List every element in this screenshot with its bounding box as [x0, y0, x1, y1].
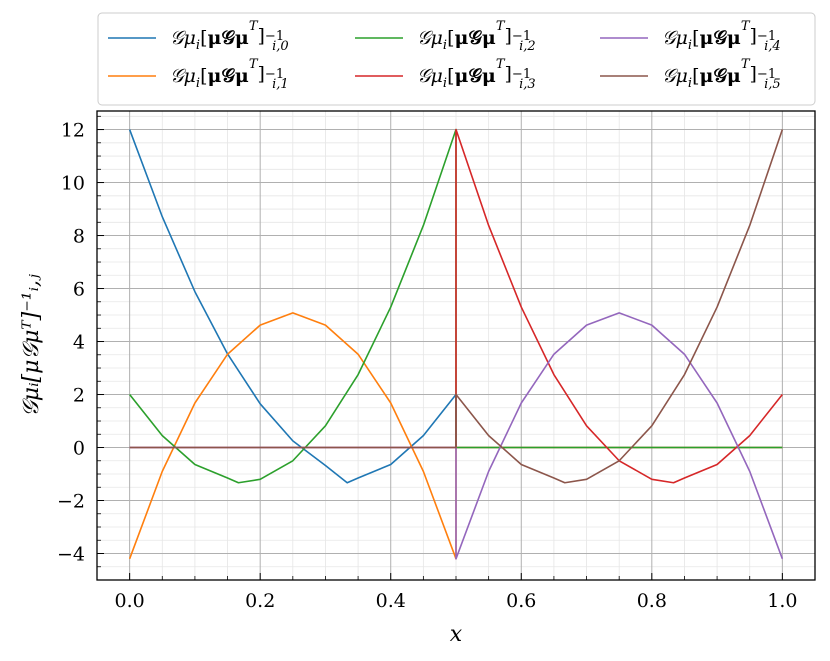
legend-label-part: i — [196, 38, 200, 53]
legend-label-part: ] — [750, 25, 757, 47]
legend-label-part: −1 — [757, 67, 776, 82]
legend-label-part: μ𝒢μ — [207, 65, 248, 87]
legend-label-part: 𝒢μ — [662, 27, 688, 49]
x-tick-label: 1.0 — [767, 590, 797, 612]
legend-label-part: i,4 — [764, 39, 781, 54]
legend-label-part: i — [688, 38, 692, 53]
legend-label-part: 𝒢μ — [662, 65, 688, 87]
legend-label-part: 𝒢μ — [417, 27, 443, 49]
legend-label-part: [ — [692, 65, 699, 87]
legend-label-part: T — [249, 19, 259, 34]
x-tick-label: 0.6 — [506, 590, 536, 612]
legend-label-part: i,2 — [519, 39, 536, 54]
y-tick-label: 4 — [73, 332, 85, 354]
legend-label-part: i,1 — [272, 77, 289, 92]
legend-label-part: ] — [258, 25, 265, 47]
legend-label-part: i — [688, 76, 692, 91]
legend-label-part: 𝒢μ — [170, 27, 196, 49]
legend-label-part: −1 — [265, 29, 284, 44]
legend-label-part: μ𝒢μ — [207, 27, 248, 49]
legend-label-part: i,3 — [519, 77, 536, 92]
y-tick-label: −4 — [57, 544, 85, 566]
legend-label-part: μ𝒢μ — [454, 27, 495, 49]
legend-label-part: [ — [447, 65, 454, 87]
legend-label-part: ] — [258, 63, 265, 85]
legend-label-part: μ𝒢μ — [454, 65, 495, 87]
legend-label-part: −1 — [512, 29, 531, 44]
y-tick-label: 6 — [73, 279, 85, 301]
legend-label-part: [ — [200, 65, 207, 87]
legend-label-part: μ𝒢μ — [699, 65, 740, 87]
legend-label-0: 𝒢μi[μ𝒢μT]−1 i,0 — [170, 19, 289, 54]
series-line-0 — [128, 129, 783, 484]
tick-labels: 0.0 0.2 0.4 0.6 0.8 1.0 −4 −2 0 2 4 6 8 10 12 — [57, 120, 797, 612]
y-tick-label: 12 — [61, 120, 85, 142]
legend-label-part: i — [443, 76, 447, 91]
legend-label-part: [ — [447, 27, 454, 49]
legend-label-2: 𝒢μi[μ𝒢μT]−1 i,2 — [417, 19, 536, 54]
legend-label-part: i,0 — [272, 39, 289, 54]
legend-label-part: T — [496, 19, 506, 34]
series-line-2 — [129, 128, 783, 484]
legend-label-1: 𝒢μi[μ𝒢μT]−1 i,1 — [170, 57, 289, 92]
legend-label-part: −1 — [265, 67, 284, 82]
x-tick-label: 0.2 — [245, 590, 275, 612]
y-tick-label: 8 — [73, 226, 85, 248]
legend-label-part: 𝒢μ — [417, 65, 443, 87]
series-line-4 — [129, 312, 784, 560]
legend-label-part: T — [741, 19, 751, 34]
x-axis-label: x — [450, 622, 463, 647]
series-line-5 — [129, 129, 784, 484]
x-tick-label: 0.4 — [376, 590, 406, 612]
legend-label-part: −1 — [757, 29, 776, 44]
axis-ticks — [96, 115, 816, 581]
legend-label-3: 𝒢μi[μ𝒢μT]−1 i,3 — [417, 57, 536, 92]
y-tick-label: −2 — [57, 491, 85, 513]
legend-label-part: T — [741, 57, 751, 72]
legend-label-part: [ — [200, 27, 207, 49]
y-axis-label: 𝒢μᵢ[μ𝒢μᵀ]⁻¹ᵢ,ⱼ — [19, 274, 44, 417]
series-layer — [128, 128, 784, 560]
x-tick-label: 0.8 — [637, 590, 667, 612]
legend-label-part: [ — [692, 27, 699, 49]
legend-label-part: ] — [505, 63, 512, 85]
legend-label-part: i — [443, 38, 447, 53]
legend-label-part: i — [196, 76, 200, 91]
legend-label-5: 𝒢μi[μ𝒢μT]−1 i,5 — [662, 57, 781, 92]
legend-label-part: T — [496, 57, 506, 72]
y-tick-label: 10 — [61, 173, 85, 195]
legend-box — [97, 12, 816, 106]
legend-label-part: ] — [750, 63, 757, 85]
series-line-3 — [129, 128, 783, 484]
legend-label-part: μ𝒢μ — [699, 27, 740, 49]
legend-label-part: i,5 — [764, 77, 781, 92]
y-tick-label: 2 — [73, 385, 85, 407]
legend-label-part: T — [249, 57, 259, 72]
legend-label-part: 𝒢μ — [170, 65, 196, 87]
legend-label-part: −1 — [512, 67, 531, 82]
y-tick-label: 0 — [73, 438, 85, 460]
x-tick-label: 0.0 — [115, 590, 145, 612]
legend-label-4: 𝒢μi[μ𝒢μT]−1 i,4 — [662, 19, 781, 54]
legend-label-part: ] — [505, 25, 512, 47]
